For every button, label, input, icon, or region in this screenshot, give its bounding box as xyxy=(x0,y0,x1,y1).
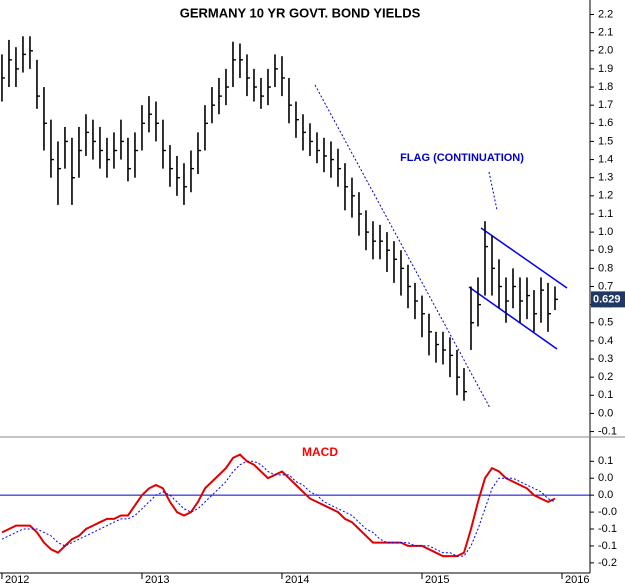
annotation: FLAG (CONTINUATION) xyxy=(400,152,524,164)
x-tick-label: 2015 xyxy=(425,574,449,586)
y-tick-label: 0.7 xyxy=(598,280,613,292)
x-tick-label: 2013 xyxy=(145,574,169,586)
y-tick-label: 1.9 xyxy=(598,63,613,75)
y-tick-label: 2.0 xyxy=(598,45,613,57)
flag-lower xyxy=(468,286,558,350)
y-tick-label: 0.2 xyxy=(598,371,613,383)
y-tick-label: 2.2 xyxy=(598,8,613,20)
macd-line xyxy=(1,453,556,558)
y-tick-label: -0.1 xyxy=(598,425,617,437)
x-tick-label: 2016 xyxy=(565,574,589,586)
last-value-label: 0.629 xyxy=(593,293,621,305)
y-tick-label: 0.9 xyxy=(598,244,613,256)
y-tick-label: 0.1 xyxy=(598,455,613,467)
macd-title: MACD xyxy=(302,445,338,459)
y-tick-label: 2.1 xyxy=(598,27,613,39)
y-tick-label: 1.0 xyxy=(598,226,613,238)
y-tick-label: 0.8 xyxy=(598,262,613,274)
y-tick-label: 1.7 xyxy=(598,99,613,111)
y-tick-label: -0.1 xyxy=(598,523,617,535)
y-tick-label: 1.6 xyxy=(598,117,613,129)
y-tick-label: 0.4 xyxy=(598,335,613,347)
x-tick-label: 2012 xyxy=(5,574,29,586)
y-tick-label: 0.5 xyxy=(598,317,613,329)
y-tick-label: 1.5 xyxy=(598,135,613,147)
x-tick-label: 2014 xyxy=(285,574,309,586)
last-value-box xyxy=(591,291,625,308)
y-tick-label: 0.0 xyxy=(598,489,613,501)
y-tick-label: -0.0 xyxy=(598,506,617,518)
chart-title: GERMANY 10 YR GOVT. BOND YIELDS xyxy=(180,5,421,20)
y-tick-label: 1.8 xyxy=(598,81,613,93)
y-tick-label: 1.2 xyxy=(598,190,613,202)
y-tick-label: 1.4 xyxy=(598,153,613,165)
y-tick-label: 0.1 xyxy=(598,389,613,401)
y-tick-label: 0.3 xyxy=(598,353,613,365)
signal-line xyxy=(1,460,556,557)
annotation-pointer xyxy=(488,171,498,211)
y-tick-label: -0.2 xyxy=(598,557,617,569)
y-tick-label: 1.1 xyxy=(598,208,613,220)
y-tick-label: -0.1 xyxy=(598,540,617,552)
y-tick-label: 0.0 xyxy=(598,472,613,484)
trend-line xyxy=(314,84,491,409)
flag-upper xyxy=(480,227,568,289)
y-tick-label: 0.0 xyxy=(598,407,613,419)
y-tick-label: 1.3 xyxy=(598,172,613,184)
